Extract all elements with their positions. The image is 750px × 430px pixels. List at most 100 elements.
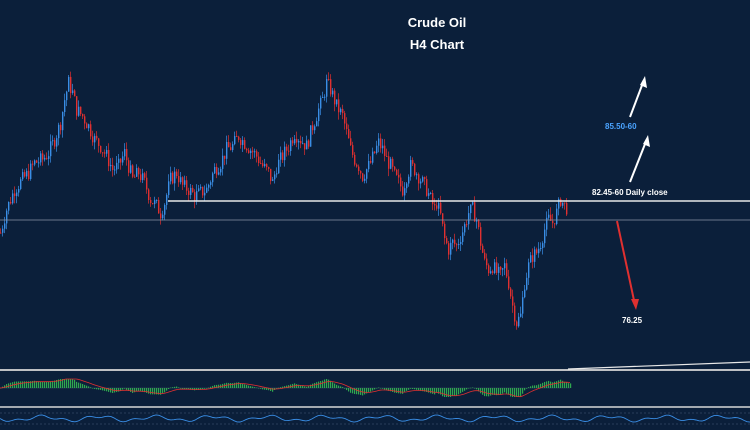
candle-body <box>46 157 48 159</box>
candle-body <box>118 158 120 163</box>
candle-body <box>338 99 340 113</box>
candle-body <box>458 244 460 246</box>
candle-body <box>230 147 232 151</box>
candle-body <box>168 181 170 196</box>
candle-body <box>362 173 364 181</box>
candle-body <box>558 199 560 209</box>
candle-body <box>298 140 300 143</box>
candle-body <box>278 159 280 174</box>
macd-bar <box>488 388 490 397</box>
candle-body <box>270 168 272 181</box>
macd-bar <box>214 385 216 388</box>
macd-bar <box>538 384 540 388</box>
macd-bar <box>452 388 454 397</box>
candle-body <box>50 141 52 157</box>
candle-body <box>540 247 542 249</box>
candle-body <box>84 116 86 124</box>
candle-body <box>172 172 174 184</box>
candle-body <box>562 202 564 206</box>
candle-body <box>82 114 84 117</box>
macd-bar <box>66 379 68 388</box>
candle-body <box>518 316 520 327</box>
candle-body <box>166 195 168 205</box>
macd-bar <box>34 380 36 388</box>
macd-bar <box>422 388 424 392</box>
candle-body <box>52 140 54 142</box>
macd-bar <box>330 380 332 388</box>
macd-bar <box>404 388 406 393</box>
candle-body <box>302 143 304 145</box>
macd-bar <box>424 388 426 392</box>
candle-body <box>48 156 50 159</box>
macd-bar <box>80 383 82 388</box>
candle-body <box>502 268 504 270</box>
macd-bar <box>434 388 436 395</box>
macd-bar <box>556 381 558 388</box>
macd-bar <box>512 388 514 397</box>
macd-bar <box>242 383 244 388</box>
up-arrow-2 <box>629 135 650 183</box>
macd-bar <box>134 388 136 393</box>
candle-body <box>280 152 282 160</box>
candle-body <box>288 150 290 152</box>
macd-bar <box>316 382 318 388</box>
macd-bar <box>392 388 394 393</box>
macd-bar <box>418 388 420 391</box>
candle-body <box>496 262 498 273</box>
macd-bar <box>170 387 172 389</box>
candle-body <box>442 213 444 224</box>
macd-bar <box>474 388 476 389</box>
macd-bar <box>208 387 210 389</box>
macd-bar <box>406 388 408 391</box>
candle-body <box>76 96 78 116</box>
candle-body <box>156 199 158 201</box>
macd-bar <box>344 388 346 389</box>
macd-bar <box>382 388 384 389</box>
candle-body <box>312 125 314 131</box>
macd-bar <box>262 388 264 390</box>
candle-body <box>436 205 438 209</box>
macd-bar <box>544 381 546 388</box>
macd-bar <box>8 383 10 388</box>
candle-body <box>274 174 276 180</box>
macd-bar <box>258 388 260 389</box>
candle-body <box>520 313 522 317</box>
candle-body <box>370 160 372 163</box>
macd-bar <box>374 388 376 390</box>
macd-bar <box>48 381 50 388</box>
macd-bar <box>490 388 492 396</box>
candle-body <box>400 177 402 187</box>
candle-body <box>528 262 530 278</box>
candle-body <box>452 239 454 243</box>
candle-body <box>132 165 134 177</box>
macd-bar <box>124 388 126 389</box>
candle-body <box>358 166 360 172</box>
candle-body <box>376 145 378 153</box>
macd-bar <box>174 386 176 388</box>
candle-body <box>326 78 328 97</box>
macd-bar <box>562 380 564 388</box>
candle-body <box>422 177 424 182</box>
candle-body <box>232 144 234 151</box>
candle-body <box>6 210 8 224</box>
candle-body <box>104 152 106 154</box>
candle-body <box>68 76 70 92</box>
macd-bar <box>72 379 74 388</box>
macd-bar <box>410 388 412 389</box>
candle-body <box>548 214 550 218</box>
candle-body <box>348 129 350 139</box>
candle-body <box>24 172 26 177</box>
candle-body <box>26 170 28 177</box>
macd-bar <box>256 387 258 389</box>
macd-bar <box>272 388 274 392</box>
macd-bar <box>62 379 64 388</box>
macd-bar <box>302 385 304 388</box>
candle-body <box>444 223 446 239</box>
candle-body <box>70 76 72 94</box>
candle-body <box>18 189 20 193</box>
candle-body <box>418 174 420 184</box>
candle-body <box>106 149 108 154</box>
macd-bar <box>92 388 94 389</box>
macd-bar <box>470 387 472 389</box>
macd-bar <box>412 388 414 390</box>
